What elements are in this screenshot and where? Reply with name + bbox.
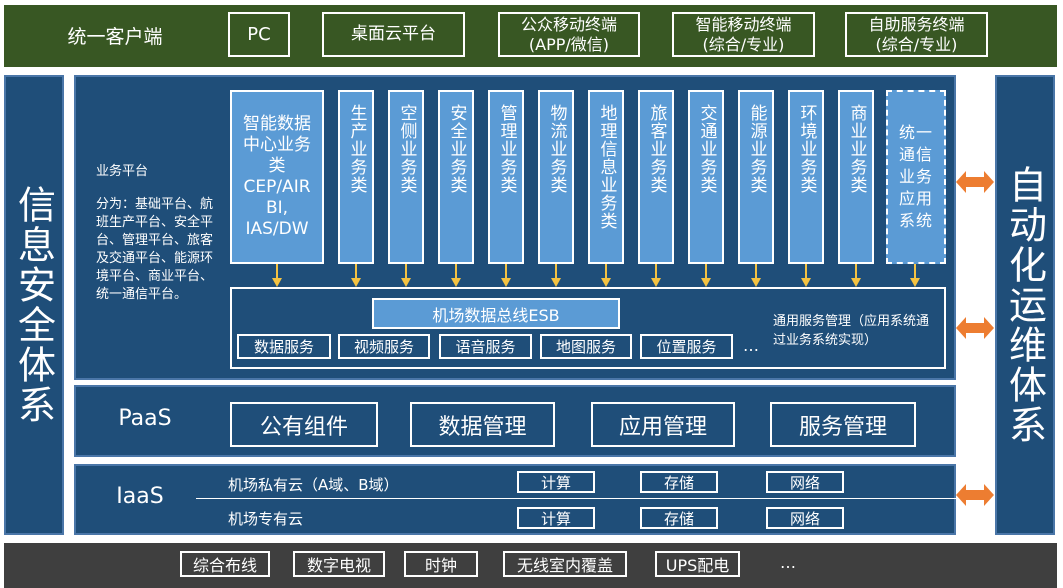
dedicated-compute: 计算 bbox=[517, 507, 595, 529]
business-column: 商业业务类 bbox=[838, 90, 874, 264]
paas-app-management: 应用管理 bbox=[591, 402, 735, 447]
business-column: 能源业务类 bbox=[738, 90, 774, 264]
security-system: 信息安全体系 bbox=[4, 75, 64, 535]
iaas-panel bbox=[74, 464, 956, 535]
infra-wireless: 无线室内覆盖 bbox=[503, 551, 627, 577]
service-location: 位置服务 bbox=[640, 334, 733, 359]
client-public-mobile: 公众移动终端 (APP/微信) bbox=[498, 12, 640, 57]
client-self-service: 自助服务终端 (综合/专业) bbox=[845, 12, 988, 57]
paas-label: PaaS bbox=[118, 406, 172, 431]
business-description: 分为：基础平台、航班生产平台、安全平台、管理平台、旅客及交通平台、能源环境平台、… bbox=[96, 197, 214, 302]
client-desktop-cloud: 桌面云平台 bbox=[322, 12, 465, 57]
down-arrow-icon bbox=[751, 264, 761, 287]
private-network: 网络 bbox=[766, 471, 844, 493]
esb-container bbox=[230, 287, 946, 369]
data-center-box: 智能数据中心业务类CEP/AIR BI, IAS/DW bbox=[230, 90, 324, 264]
unified-comm-box: 统一通信业务应用系统 bbox=[886, 90, 946, 264]
service-data: 数据服务 bbox=[237, 334, 331, 359]
client-label: 统一客户端 bbox=[67, 26, 163, 48]
client-pc: PC bbox=[228, 12, 290, 57]
double-arrow-icon bbox=[956, 171, 994, 193]
double-arrow-icon bbox=[956, 484, 994, 506]
infra-ellipsis: … bbox=[780, 553, 796, 572]
iaas-divider bbox=[196, 498, 956, 499]
down-arrow-icon bbox=[651, 264, 661, 287]
down-arrow-icon bbox=[272, 264, 282, 287]
down-arrow-icon bbox=[351, 264, 361, 287]
dedicated-cloud-label: 机场专有云 bbox=[228, 510, 304, 528]
private-cloud-label: 机场私有云（A域、B域） bbox=[228, 476, 399, 494]
service-map: 地图服务 bbox=[540, 334, 632, 359]
services-ellipsis: … bbox=[743, 336, 759, 355]
paas-data-management: 数据管理 bbox=[410, 402, 555, 447]
down-arrow-icon bbox=[451, 264, 461, 287]
down-arrow-icon bbox=[910, 264, 920, 287]
service-video: 视频服务 bbox=[338, 334, 430, 359]
iaas-label: IaaS bbox=[116, 484, 164, 509]
double-arrow-icon bbox=[956, 317, 994, 339]
infra-cabling: 综合布线 bbox=[180, 551, 270, 577]
business-column: 安全业务类 bbox=[438, 90, 474, 264]
infrastructure-bar bbox=[4, 543, 1057, 588]
client-smart-mobile: 智能移动终端 (综合/专业) bbox=[672, 12, 815, 57]
down-arrow-icon bbox=[851, 264, 861, 287]
business-column: 交通业务类 bbox=[688, 90, 724, 264]
business-column: 旅客业务类 bbox=[638, 90, 674, 264]
service-voice: 语音服务 bbox=[439, 334, 532, 359]
down-arrow-icon bbox=[601, 264, 611, 287]
ops-system: 自动化运维体系 bbox=[995, 75, 1055, 535]
infra-digital-tv: 数字电视 bbox=[293, 551, 385, 577]
business-column: 管理业务类 bbox=[488, 90, 524, 264]
business-column: 空侧业务类 bbox=[388, 90, 424, 264]
infra-ups: UPS配电 bbox=[655, 551, 740, 577]
down-arrow-icon bbox=[551, 264, 561, 287]
dedicated-storage: 存储 bbox=[640, 507, 718, 529]
business-column: 物流业务类 bbox=[538, 90, 574, 264]
down-arrow-icon bbox=[401, 264, 411, 287]
esb-bar: 机场数据总线ESB bbox=[372, 298, 620, 329]
paas-service-management: 服务管理 bbox=[770, 402, 916, 447]
infra-clock: 时钟 bbox=[404, 551, 478, 577]
paas-public-components: 公有组件 bbox=[230, 402, 378, 447]
down-arrow-icon bbox=[801, 264, 811, 287]
dedicated-network: 网络 bbox=[766, 507, 844, 529]
business-column: 地理信息业务类 bbox=[588, 90, 624, 264]
private-compute: 计算 bbox=[517, 471, 595, 493]
private-storage: 存储 bbox=[640, 471, 718, 493]
business-column: 环境业务类 bbox=[788, 90, 824, 264]
down-arrow-icon bbox=[501, 264, 511, 287]
down-arrow-icon bbox=[701, 264, 711, 287]
business-column: 生产业务类 bbox=[338, 90, 374, 264]
service-management-note: 通用服务管理（应用系统通过业务系统实现） bbox=[773, 314, 930, 348]
business-title: 业务平台 bbox=[96, 164, 149, 179]
